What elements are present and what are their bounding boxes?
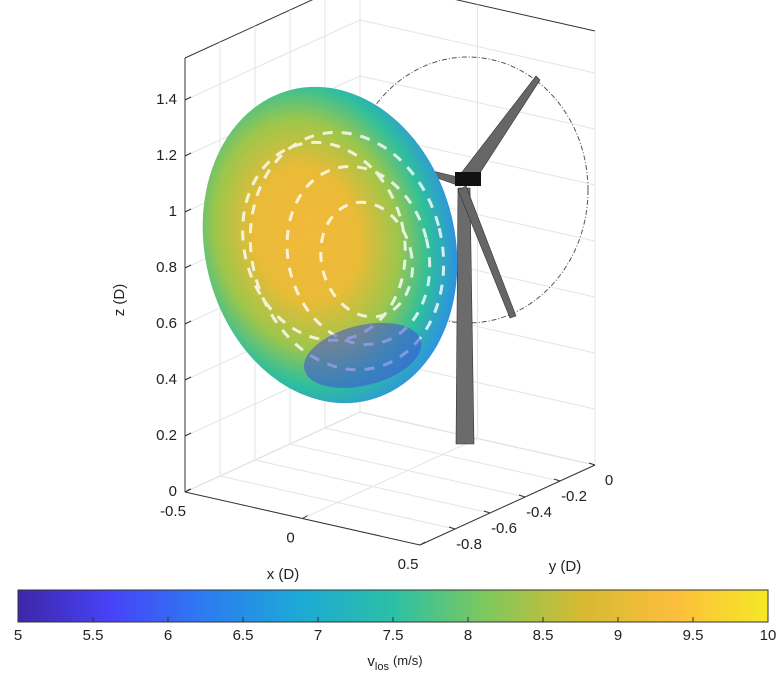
z-tick-label: 0.4 <box>156 371 177 388</box>
z-tick-label: 0.6 <box>156 315 177 332</box>
colorbar-tick-label: 9.5 <box>683 627 704 644</box>
grid-line <box>184 19 361 101</box>
grid-line <box>219 475 456 530</box>
x-tick <box>184 488 191 493</box>
z-tick-label: 1 <box>169 203 177 220</box>
x-tick-label: -0.5 <box>160 503 186 520</box>
y-tick <box>588 462 596 466</box>
x-tick <box>419 541 426 546</box>
x-tick-label: 0 <box>286 529 294 546</box>
x-axis-label: x (D) <box>267 566 300 583</box>
colorbar-tick-label: 8.5 <box>533 627 554 644</box>
box-edge <box>184 0 314 59</box>
z-tick <box>184 96 192 101</box>
colorbar-tick-label: 10 <box>760 627 777 644</box>
z-tick <box>184 264 192 269</box>
z-tick-label: 1.4 <box>156 91 177 108</box>
colorbar-tick-label: 5 <box>14 627 22 644</box>
grid-line <box>359 411 596 466</box>
colorbar-tick-label: 7.5 <box>383 627 404 644</box>
colorbar-tick-label: 9 <box>614 627 622 644</box>
nacelle <box>455 172 481 186</box>
colorbar-tick-label: 5.5 <box>83 627 104 644</box>
tower <box>455 187 475 445</box>
z-tick-label: 0 <box>169 483 177 500</box>
colorbar-label: vlos (m/s) <box>367 653 422 673</box>
colorbar-tick-label: 7 <box>314 627 322 644</box>
colorbar-tick-label: 6.5 <box>233 627 254 644</box>
y-tick-label: 0 <box>605 472 613 489</box>
grid-line <box>302 438 478 519</box>
grid-line <box>254 459 491 514</box>
label-sub: los <box>375 661 390 673</box>
grid-line <box>324 427 561 482</box>
grid-line <box>184 411 361 493</box>
label-main: v <box>367 653 375 670</box>
scan-disc <box>202 86 458 404</box>
colorbar-tick-label: 8 <box>464 627 472 644</box>
y-tick-label: -0.4 <box>526 504 552 521</box>
y-tick <box>518 494 526 498</box>
colorbar-tick-label: 6 <box>164 627 172 644</box>
z-tick <box>184 320 192 325</box>
colorbar <box>17 589 769 623</box>
z-tick-label: 0.8 <box>156 259 177 276</box>
grid-line <box>289 443 526 498</box>
z-tick <box>184 376 192 381</box>
box-edge <box>419 464 596 546</box>
y-tick <box>448 526 456 530</box>
y-tick <box>553 478 561 482</box>
y-tick-label: -0.6 <box>491 520 517 537</box>
y-tick <box>483 510 491 514</box>
z-tick-label: 0.2 <box>156 427 177 444</box>
y-tick-label: -0.8 <box>456 536 482 553</box>
z-tick <box>184 432 192 437</box>
z-tick <box>184 152 192 157</box>
z-tick <box>184 208 192 213</box>
z-tick-label: 1.2 <box>156 147 177 164</box>
x-tick <box>302 515 308 519</box>
y-tick-label: -0.2 <box>561 488 587 505</box>
y-axis-label: y (D) <box>549 558 582 575</box>
z-axis-label: z (D) <box>111 284 128 317</box>
label-unit: (m/s) <box>393 653 423 668</box>
x-tick-label: 0.5 <box>398 556 419 573</box>
